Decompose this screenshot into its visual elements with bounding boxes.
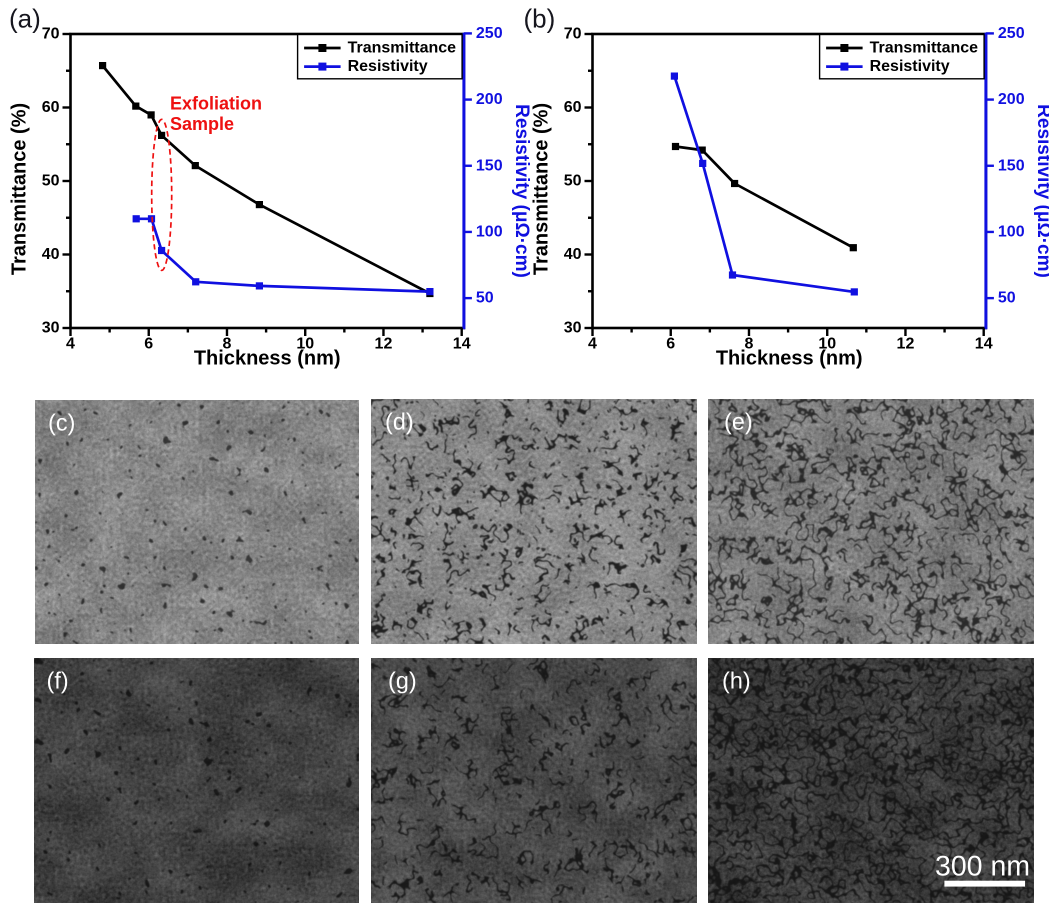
svg-text:Transmittance: Transmittance <box>348 40 457 57</box>
svg-text:200: 200 <box>998 91 1025 108</box>
svg-text:Transmittance (%): Transmittance (%) <box>9 103 31 275</box>
svg-text:12: 12 <box>897 336 915 353</box>
svg-text:200: 200 <box>476 91 503 108</box>
svg-text:60: 60 <box>42 99 60 116</box>
svg-text:Sample: Sample <box>170 114 234 134</box>
svg-text:30: 30 <box>564 320 582 337</box>
svg-text:50: 50 <box>998 290 1016 307</box>
svg-text:250: 250 <box>998 25 1025 42</box>
svg-text:(a): (a) <box>9 3 41 33</box>
svg-text:14: 14 <box>975 336 993 353</box>
svg-text:50: 50 <box>476 290 494 307</box>
svg-text:Thickness (nm): Thickness (nm) <box>716 348 863 370</box>
svg-text:8: 8 <box>745 336 754 353</box>
svg-text:8: 8 <box>223 336 232 353</box>
svg-text:Transmittance: Transmittance <box>870 40 979 57</box>
svg-text:10: 10 <box>296 336 314 353</box>
svg-text:30: 30 <box>42 320 60 337</box>
svg-text:40: 40 <box>42 246 60 263</box>
svg-text:(b): (b) <box>524 3 556 33</box>
svg-text:14: 14 <box>453 336 471 353</box>
svg-text:4: 4 <box>588 336 597 353</box>
svg-text:6: 6 <box>666 336 675 353</box>
svg-text:70: 70 <box>564 26 582 43</box>
svg-text:Resistivity: Resistivity <box>870 58 950 75</box>
svg-text:4: 4 <box>66 336 75 353</box>
svg-text:Resistivity (μΩ·cm): Resistivity (μΩ·cm) <box>1033 104 1049 278</box>
svg-text:6: 6 <box>144 336 153 353</box>
svg-text:Thickness (nm): Thickness (nm) <box>194 348 341 370</box>
svg-text:Resistivity (μΩ·cm): Resistivity (μΩ·cm) <box>511 104 532 278</box>
svg-text:250: 250 <box>476 25 503 42</box>
svg-text:10: 10 <box>818 336 836 353</box>
svg-text:50: 50 <box>564 173 582 190</box>
svg-text:60: 60 <box>564 99 582 116</box>
svg-text:100: 100 <box>476 223 503 240</box>
svg-text:Resistivity: Resistivity <box>348 58 428 75</box>
svg-text:Exfoliation: Exfoliation <box>170 94 262 114</box>
svg-text:Transmittance (%): Transmittance (%) <box>531 103 553 275</box>
svg-text:50: 50 <box>42 173 60 190</box>
svg-text:40: 40 <box>564 246 582 263</box>
svg-text:100: 100 <box>998 223 1025 240</box>
svg-text:12: 12 <box>375 336 393 353</box>
svg-text:150: 150 <box>476 157 503 174</box>
svg-text:150: 150 <box>998 157 1025 174</box>
svg-text:70: 70 <box>42 26 60 43</box>
